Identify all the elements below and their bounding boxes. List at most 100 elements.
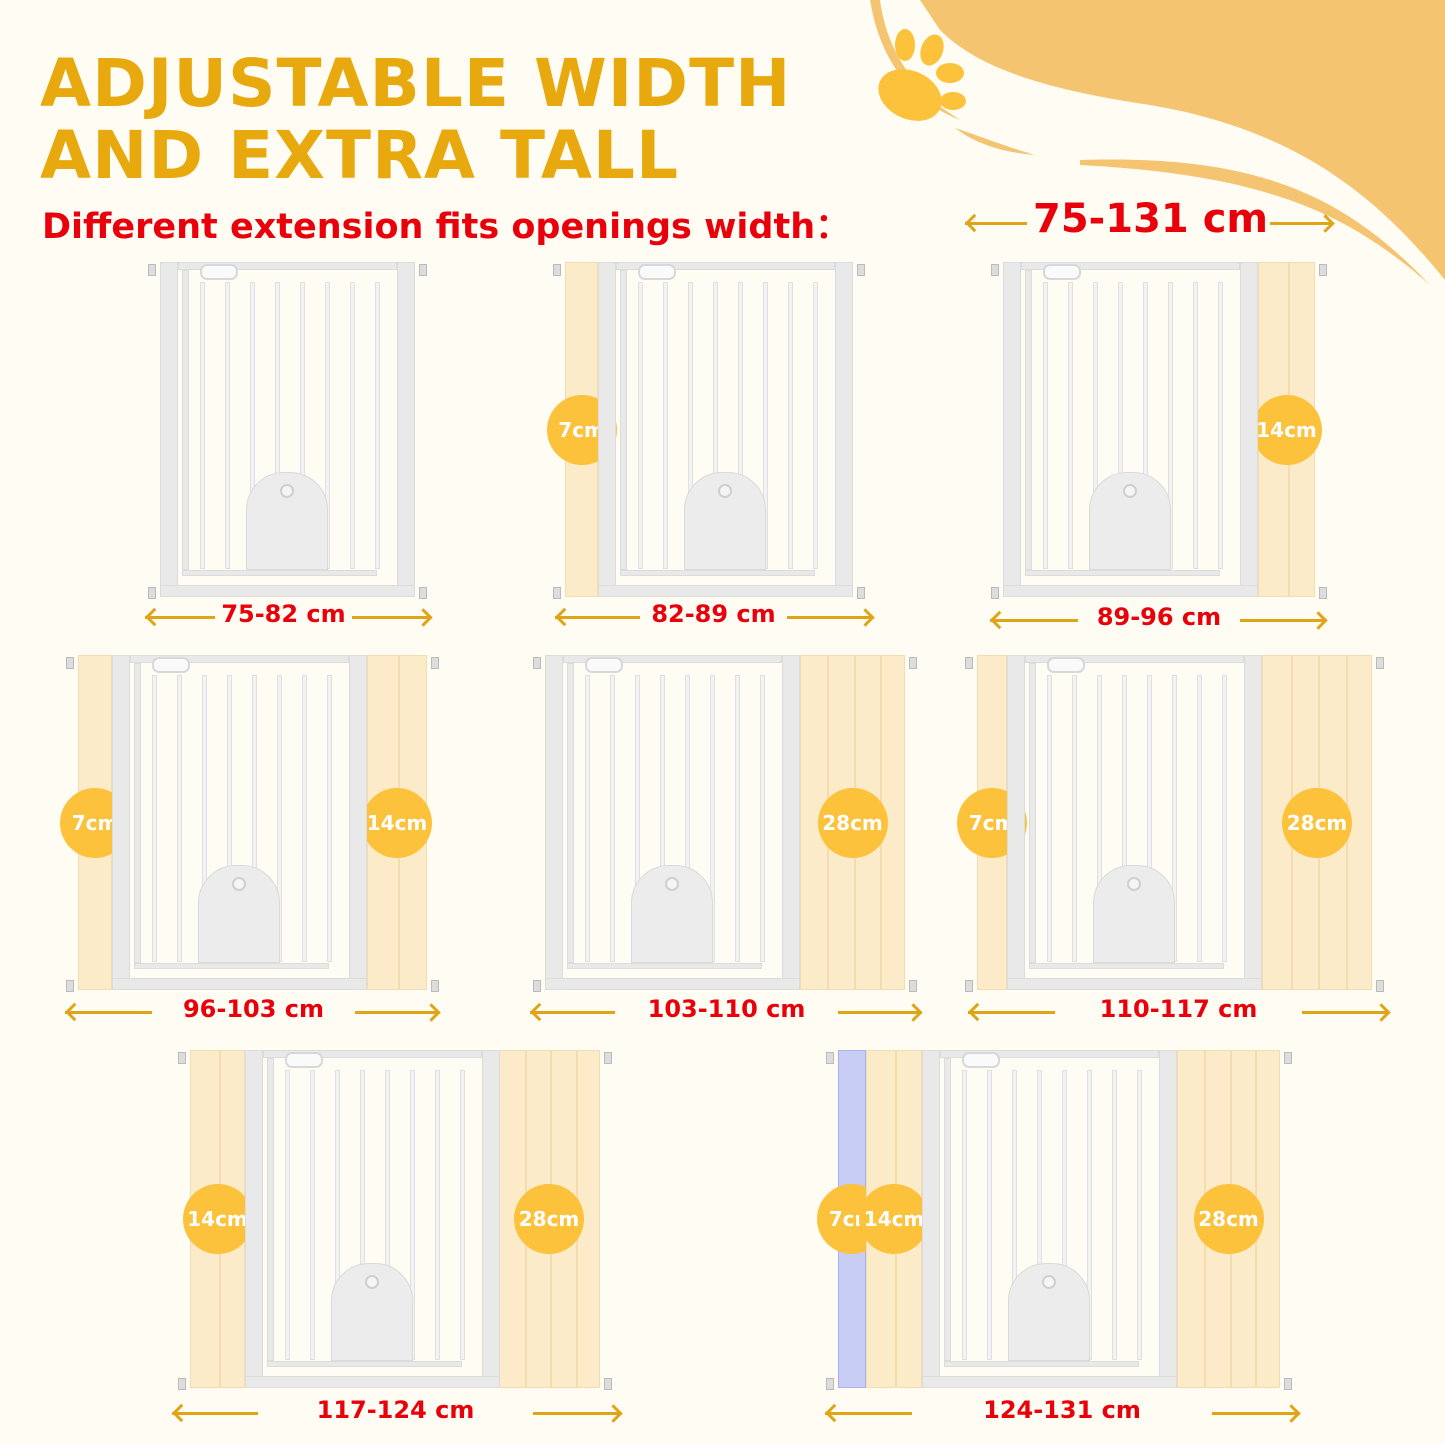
gate-bar: [327, 675, 332, 962]
gate-bar: [760, 675, 765, 962]
gate-top-rail: [940, 1050, 1159, 1058]
pressure-screw-icon: [991, 264, 999, 276]
extension-size-badge: 14cm: [182, 1184, 253, 1254]
gate-bar: [1043, 282, 1048, 569]
pet-door-lock-icon: [718, 484, 732, 498]
pressure-screw-icon: [431, 657, 439, 669]
extension-size-badge: 14cm: [1251, 394, 1322, 465]
door-bottom-rail: [944, 1361, 1139, 1367]
extension-size-badge: 14cm: [859, 1184, 929, 1254]
gate-width-label: 124-131 cm: [983, 1396, 1141, 1424]
door-bottom-rail: [620, 570, 815, 576]
gate-bar: [1112, 1070, 1117, 1360]
gate-bar: [200, 282, 205, 569]
gate-bar: [285, 1070, 290, 1360]
extension-size-badge: 28cm: [514, 1184, 584, 1254]
pet-door-lock-icon: [280, 484, 294, 498]
gate-bar: [435, 1070, 440, 1360]
pressure-screw-icon: [826, 1378, 834, 1390]
gate-post-left: [112, 655, 130, 990]
pet-door-lock-icon: [665, 877, 679, 891]
door-frame-left: [267, 1058, 274, 1361]
gate-bar: [152, 675, 157, 962]
gate-top-rail: [263, 1050, 482, 1058]
gate-post-right: [835, 262, 853, 597]
gate-bar: [1197, 675, 1202, 962]
pressure-screw-icon: [1319, 587, 1327, 599]
gate-bar: [663, 282, 668, 569]
gate-width-label: 82-89 cm: [651, 600, 776, 628]
gate-bar: [735, 675, 740, 962]
gate-post-right: [1240, 262, 1258, 597]
gate-bar: [1218, 282, 1223, 569]
extension-size-badge: 28cm: [817, 787, 888, 858]
gate-handle-icon: [638, 264, 676, 280]
gate-bar: [1072, 675, 1077, 962]
door-frame-left: [182, 270, 189, 570]
gate-post-right: [782, 655, 800, 990]
wave-stroke: [955, 128, 1035, 155]
gate-post-right: [349, 655, 367, 990]
extension-size-badge: 28cm: [1193, 1184, 1264, 1254]
door-frame-left: [620, 270, 627, 570]
gate-handle-icon: [962, 1052, 1000, 1068]
gate-width-label: 96-103 cm: [182, 995, 325, 1023]
arrow-right-icon: [352, 616, 430, 619]
gate-post-right: [482, 1050, 500, 1388]
pet-door-lock-icon: [1123, 484, 1137, 498]
gate-bottom-rail: [1007, 978, 1262, 990]
gate-post-left: [1007, 655, 1025, 990]
extension-size-badge: 28cm: [1282, 787, 1352, 858]
arrow-left-icon: [990, 619, 1078, 622]
pressure-screw-icon: [857, 264, 865, 276]
gate-handle-icon: [285, 1052, 323, 1068]
gate-top-rail: [1021, 262, 1240, 270]
arrow-right-icon: [355, 1011, 438, 1014]
door-bottom-rail: [134, 963, 329, 969]
gate-bar: [350, 282, 355, 569]
arrow-left-icon: [145, 616, 215, 619]
arrow-left-icon: [555, 616, 640, 619]
gate-top-rail: [616, 262, 835, 270]
gate-post-left: [545, 655, 563, 990]
gate-bar: [585, 675, 590, 962]
gate-width-label: 89-96 cm: [1096, 603, 1222, 631]
pet-door-lock-icon: [232, 877, 246, 891]
door-bottom-rail: [1029, 963, 1224, 969]
pressure-screw-icon: [533, 657, 541, 669]
arrow-left-icon: [172, 1412, 258, 1415]
extension-size-badge: 14cm: [362, 787, 432, 858]
door-frame-left: [944, 1058, 951, 1361]
pressure-screw-icon: [178, 1378, 186, 1390]
gate-handle-icon: [200, 264, 238, 280]
gate-bar: [375, 282, 380, 569]
door-frame-left: [1029, 663, 1036, 963]
gate-bar: [638, 282, 643, 569]
title-line-2: AND EXTRA TALL: [40, 117, 680, 194]
gate-bar: [225, 282, 230, 569]
gate-width-label: 75-82 cm: [221, 600, 346, 628]
gate-bottom-rail: [160, 585, 415, 597]
pressure-screw-icon: [66, 657, 74, 669]
arrow-right-icon: [1240, 619, 1325, 622]
gate-bar: [310, 1070, 315, 1360]
gate-bar: [987, 1070, 992, 1360]
arrow-left-icon: [530, 1011, 615, 1014]
pressure-screw-icon: [419, 587, 427, 599]
gate-post-left: [922, 1050, 940, 1388]
pressure-screw-icon: [1376, 657, 1384, 669]
gate-post-right: [1159, 1050, 1177, 1388]
door-bottom-rail: [267, 1361, 462, 1367]
pressure-screw-icon: [857, 587, 865, 599]
pet-door-lock-icon: [365, 1275, 379, 1289]
gate-width-label: 103-110 cm: [647, 995, 806, 1023]
gate-bar: [1222, 675, 1227, 962]
pressure-screw-icon: [1319, 264, 1327, 276]
title-line-1: ADJUSTABLE WIDTH: [40, 45, 792, 122]
gate-post-right: [397, 262, 415, 597]
gate-bar: [1047, 675, 1052, 962]
gate-post-left: [598, 262, 616, 597]
gate-bar: [302, 675, 307, 962]
arrow-right-icon: [1270, 222, 1332, 225]
paw-print-icon: [878, 29, 966, 121]
